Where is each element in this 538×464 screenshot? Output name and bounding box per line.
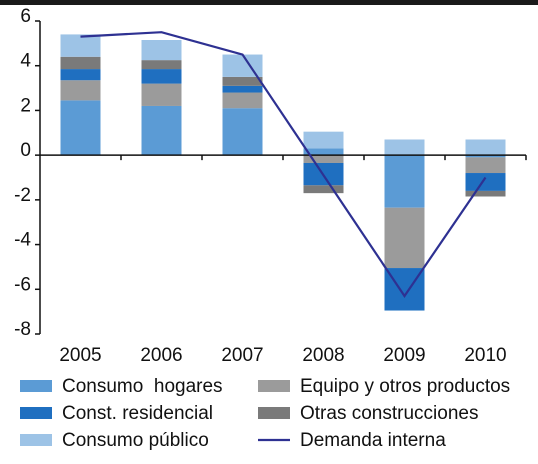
y-tick-label: -4 bbox=[14, 230, 31, 251]
bar-segment bbox=[465, 155, 506, 158]
bar-segment bbox=[141, 105, 182, 156]
bar-segment bbox=[465, 190, 506, 197]
bar-segment bbox=[222, 76, 263, 86]
bar-segment bbox=[222, 92, 263, 109]
bar-segment bbox=[303, 185, 344, 194]
legend-label: Const. residencial bbox=[62, 403, 213, 424]
bar-segment bbox=[141, 69, 182, 84]
bar-segment bbox=[60, 69, 101, 81]
y-tick-label: -2 bbox=[14, 185, 31, 206]
x-tick-label: 2006 bbox=[140, 345, 182, 366]
line-series bbox=[80, 31, 487, 298]
legend-swatch bbox=[20, 407, 52, 419]
legend-label: Consumo público bbox=[62, 430, 209, 451]
y-tick-label: 0 bbox=[20, 140, 31, 161]
bar-segment bbox=[465, 157, 506, 174]
y-tick-label: 4 bbox=[20, 51, 31, 72]
y-tick-label: 6 bbox=[20, 6, 31, 27]
bar-segment bbox=[141, 83, 182, 106]
bar-segment bbox=[465, 139, 506, 156]
bar-segment bbox=[384, 207, 425, 269]
bar-segment bbox=[60, 100, 101, 156]
bar-segment bbox=[303, 148, 344, 156]
bar-segment bbox=[303, 155, 344, 163]
legend-swatch bbox=[20, 380, 52, 392]
top-rule bbox=[0, 0, 538, 5]
bar-segment bbox=[384, 155, 425, 208]
legend-label: Demanda interna bbox=[300, 430, 446, 451]
legend-label: Otras construcciones bbox=[300, 403, 478, 424]
y-tick-label: 2 bbox=[20, 95, 31, 116]
x-tick-label: 2008 bbox=[302, 345, 344, 366]
y-tick-label: -8 bbox=[14, 319, 31, 340]
bar-segment bbox=[384, 139, 425, 156]
legend-swatch bbox=[258, 407, 290, 419]
x-tick-label: 2007 bbox=[221, 345, 263, 366]
bar-segment bbox=[141, 60, 182, 70]
bar-segment bbox=[60, 80, 101, 101]
legend-swatch bbox=[20, 434, 52, 446]
bar-segment bbox=[60, 34, 101, 57]
x-tick-label: 2009 bbox=[383, 345, 425, 366]
bar-segment bbox=[303, 131, 344, 149]
x-tick-label: 2005 bbox=[59, 345, 101, 366]
bar-segment bbox=[141, 40, 182, 61]
bar-segment bbox=[222, 108, 263, 156]
bar-segment bbox=[222, 85, 263, 93]
bar-segment bbox=[465, 173, 506, 191]
bar-segment bbox=[60, 56, 101, 70]
legend-label: Consumo hogares bbox=[62, 376, 223, 397]
legend-swatch bbox=[258, 380, 290, 392]
x-tick-label: 2010 bbox=[464, 345, 506, 366]
y-tick-label: -6 bbox=[14, 274, 31, 295]
legend-label: Equipo y otros productos bbox=[300, 376, 510, 397]
